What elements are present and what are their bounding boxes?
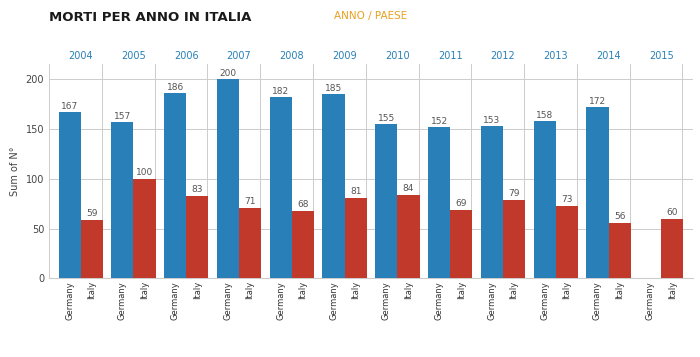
Bar bbox=[662, 219, 683, 278]
Text: 100: 100 bbox=[136, 169, 153, 177]
Text: 186: 186 bbox=[167, 83, 184, 92]
Text: 60: 60 bbox=[666, 208, 678, 217]
Text: 59: 59 bbox=[86, 209, 97, 218]
Text: 200: 200 bbox=[219, 69, 237, 78]
Bar bbox=[164, 93, 186, 278]
Bar bbox=[239, 208, 261, 278]
Bar bbox=[428, 127, 450, 278]
Bar bbox=[186, 196, 209, 278]
Text: 68: 68 bbox=[298, 200, 309, 209]
Text: 152: 152 bbox=[430, 116, 448, 126]
Text: 157: 157 bbox=[113, 111, 131, 121]
Bar bbox=[503, 200, 525, 278]
Bar bbox=[344, 198, 367, 278]
Text: 158: 158 bbox=[536, 111, 553, 120]
Text: 155: 155 bbox=[378, 114, 395, 122]
Text: 83: 83 bbox=[192, 185, 203, 194]
Bar bbox=[134, 179, 155, 278]
Bar bbox=[556, 206, 578, 278]
Text: 81: 81 bbox=[350, 187, 361, 196]
Text: 69: 69 bbox=[456, 199, 467, 208]
Y-axis label: Sum of N°: Sum of N° bbox=[10, 147, 20, 196]
Bar bbox=[481, 126, 503, 278]
Bar bbox=[587, 107, 608, 278]
Text: 185: 185 bbox=[325, 84, 342, 93]
Text: 84: 84 bbox=[402, 184, 414, 193]
Text: 167: 167 bbox=[61, 102, 78, 111]
Bar bbox=[270, 97, 292, 278]
Text: 73: 73 bbox=[561, 195, 573, 204]
Text: 182: 182 bbox=[272, 87, 289, 96]
Bar bbox=[398, 195, 419, 278]
Text: 172: 172 bbox=[589, 97, 606, 106]
Text: 79: 79 bbox=[508, 189, 520, 198]
Text: MORTI PER ANNO IN ITALIA: MORTI PER ANNO IN ITALIA bbox=[49, 11, 251, 24]
Bar bbox=[217, 79, 239, 278]
Text: ANNO / PAESE: ANNO / PAESE bbox=[335, 11, 407, 21]
Bar bbox=[533, 121, 556, 278]
Bar bbox=[323, 94, 344, 278]
Text: 153: 153 bbox=[483, 116, 500, 125]
Bar bbox=[80, 220, 103, 278]
Bar bbox=[375, 124, 398, 278]
Bar bbox=[111, 122, 134, 278]
Text: 71: 71 bbox=[244, 197, 256, 206]
Bar bbox=[292, 211, 314, 278]
Bar bbox=[450, 210, 473, 278]
Text: 56: 56 bbox=[614, 212, 625, 221]
Bar bbox=[59, 112, 80, 278]
Bar bbox=[608, 223, 631, 278]
